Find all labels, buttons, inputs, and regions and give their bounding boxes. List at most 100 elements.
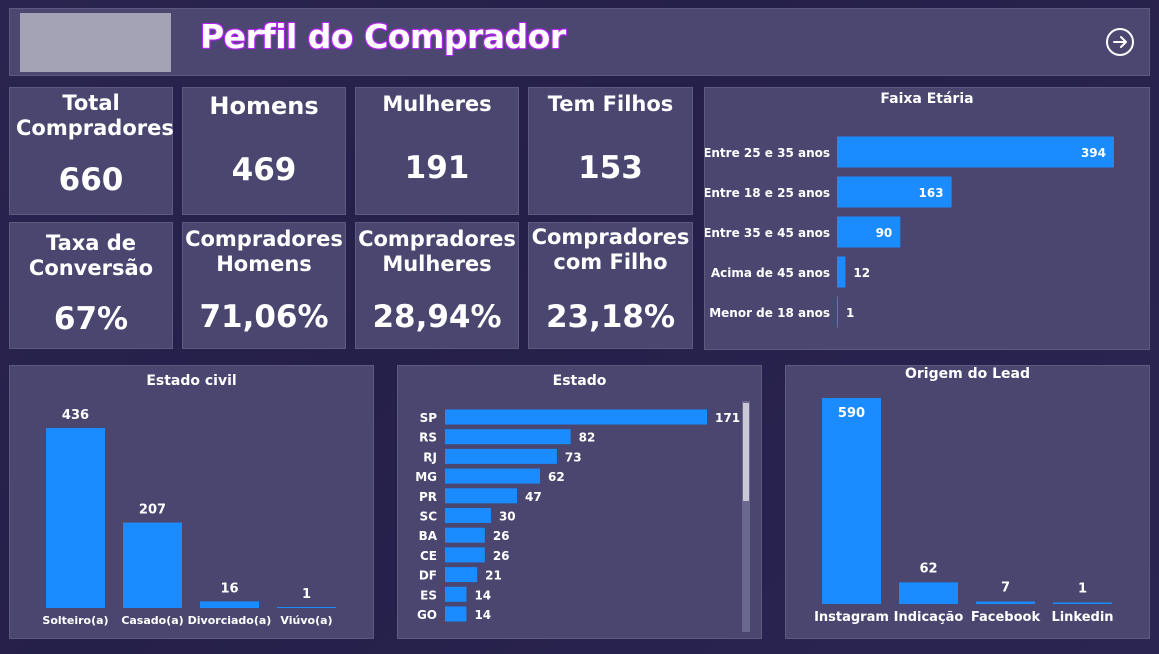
data-label: 7 xyxy=(1001,581,1010,596)
bar xyxy=(445,567,478,583)
bar xyxy=(46,428,105,608)
bar xyxy=(200,601,259,608)
data-label: 30 xyxy=(499,510,516,524)
data-label: 1 xyxy=(302,587,311,602)
card-label: Total Compradores xyxy=(16,91,174,140)
data-label: 590 xyxy=(838,406,865,421)
card-compradores-homens: Compradores Homens 71,06% xyxy=(182,222,346,349)
card-tem-filhos: Tem Filhos 153 xyxy=(528,87,693,215)
bar xyxy=(445,488,518,504)
category-label: SC xyxy=(420,510,438,524)
category-label: RJ xyxy=(423,450,437,464)
bar xyxy=(445,448,557,464)
bar xyxy=(976,601,1035,604)
category-label: Divorciado(a) xyxy=(188,614,272,627)
bar xyxy=(123,522,182,608)
category-label: BA xyxy=(419,529,438,543)
estado-civil-svg: 436 Solteiro(a) 207 Casado(a) 16 Divorciado(a… xyxy=(42,408,336,627)
category-label: RS xyxy=(419,431,437,445)
card-label: Taxa de Conversão xyxy=(28,231,154,280)
chart-title: Faixa Etária xyxy=(880,91,974,107)
data-label: 82 xyxy=(579,431,596,445)
bar xyxy=(837,296,838,328)
bar xyxy=(837,136,1114,168)
category-label: Entre 18 e 25 anos xyxy=(705,186,830,200)
bar xyxy=(445,429,571,445)
card-label: Compradores Mulheres xyxy=(358,227,516,276)
category-label: Menor de 18 anos xyxy=(709,306,830,320)
card-value: 191 xyxy=(404,150,470,186)
card-total-compradores: Total Compradores 660 xyxy=(9,87,174,215)
data-label: 163 xyxy=(919,186,944,200)
data-label: 73 xyxy=(565,450,582,464)
data-label: 436 xyxy=(62,408,89,423)
category-label: Entre 35 e 45 anos xyxy=(705,226,830,240)
data-label: 26 xyxy=(493,549,510,563)
faixa-etaria-svg: Entre 25 e 35 anos 394 Entre 18 e 25 anos 1… xyxy=(705,136,1114,328)
data-label: 14 xyxy=(474,608,491,622)
chart-origem-lead: Origem do Lead 590 Instagram 62 Indicação 7 F… xyxy=(785,365,1150,639)
chart-estado-civil: Estado civil 436 Solteiro(a) 207 Casado(a) 1… xyxy=(9,365,374,639)
logo-placeholder xyxy=(20,13,171,72)
chart-estado: Estado SP 171 RS 82 RJ 73 MG 62 PR 47 SC 30 BA 26 CE 26… xyxy=(397,365,762,639)
card-compradores-com-filho: Compradores com Filho 23,18% xyxy=(528,222,693,349)
bar xyxy=(822,398,881,604)
card-label: Compradores com Filho xyxy=(531,225,690,274)
category-label: PR xyxy=(419,490,437,504)
card-taxa-conversao: Taxa de Conversão 67% xyxy=(9,222,173,349)
data-label: 16 xyxy=(220,581,238,596)
bar xyxy=(445,508,491,523)
card-value: 67% xyxy=(53,301,129,337)
bar xyxy=(899,582,958,604)
category-label: MG xyxy=(415,470,437,484)
bar xyxy=(837,176,952,208)
card-value: 660 xyxy=(58,162,124,198)
category-label: Acima de 45 anos xyxy=(711,266,830,280)
data-label: 394 xyxy=(1081,146,1106,160)
bar xyxy=(445,468,540,484)
data-label: 90 xyxy=(876,226,893,240)
chart-title: Origem do Lead xyxy=(905,366,1030,382)
page-title: Perfil do Comprador xyxy=(200,17,566,56)
category-label: Linkedin xyxy=(1051,610,1113,625)
card-label: Mulheres xyxy=(382,92,492,116)
category-label: Instagram xyxy=(814,610,889,625)
header-bar: Perfil do Comprador xyxy=(9,8,1150,76)
card-value: 28,94% xyxy=(372,299,502,335)
bar xyxy=(445,527,485,543)
card-mulheres: Mulheres 191 xyxy=(355,87,519,215)
data-label: 207 xyxy=(139,503,166,518)
bar xyxy=(837,256,846,288)
data-label: 62 xyxy=(919,561,937,576)
data-label: 62 xyxy=(548,470,565,484)
bar xyxy=(277,607,336,608)
data-label: 26 xyxy=(493,529,510,543)
category-label: Solteiro(a) xyxy=(42,614,108,627)
category-label: Facebook xyxy=(971,610,1041,625)
origem-lead-svg: 590 Instagram 62 Indicação 7 Facebook 1 Linkedi… xyxy=(814,398,1114,625)
chart-title: Estado civil xyxy=(146,373,237,389)
bar xyxy=(445,586,467,602)
data-label: 21 xyxy=(485,569,502,583)
chart-faixa-etaria: Faixa Etária Entre 25 e 35 anos 394 Entre … xyxy=(704,87,1150,350)
chart-title: Estado xyxy=(552,373,607,389)
scrollbar-thumb[interactable] xyxy=(743,403,749,501)
category-label: Casado(a) xyxy=(121,614,183,627)
data-label: 12 xyxy=(853,266,870,280)
bar xyxy=(445,606,467,622)
data-label: 1 xyxy=(1078,582,1087,597)
card-label: Homens xyxy=(209,92,319,120)
card-compradores-mulheres: Compradores Mulheres 28,94% xyxy=(355,222,519,349)
card-value: 469 xyxy=(231,152,297,188)
scrollbar-track[interactable] xyxy=(742,401,750,632)
category-label: Viúvo(a) xyxy=(280,614,332,627)
bar xyxy=(837,216,901,248)
card-homens: Homens 469 xyxy=(182,87,346,215)
arrow-right-circle-icon[interactable] xyxy=(1105,27,1135,57)
category-label: Indicação xyxy=(894,610,964,625)
bar xyxy=(445,547,485,563)
category-label: ES xyxy=(420,588,437,602)
category-label: Entre 25 e 35 anos xyxy=(705,146,830,160)
card-value: 153 xyxy=(578,150,643,186)
bar xyxy=(1053,602,1112,604)
